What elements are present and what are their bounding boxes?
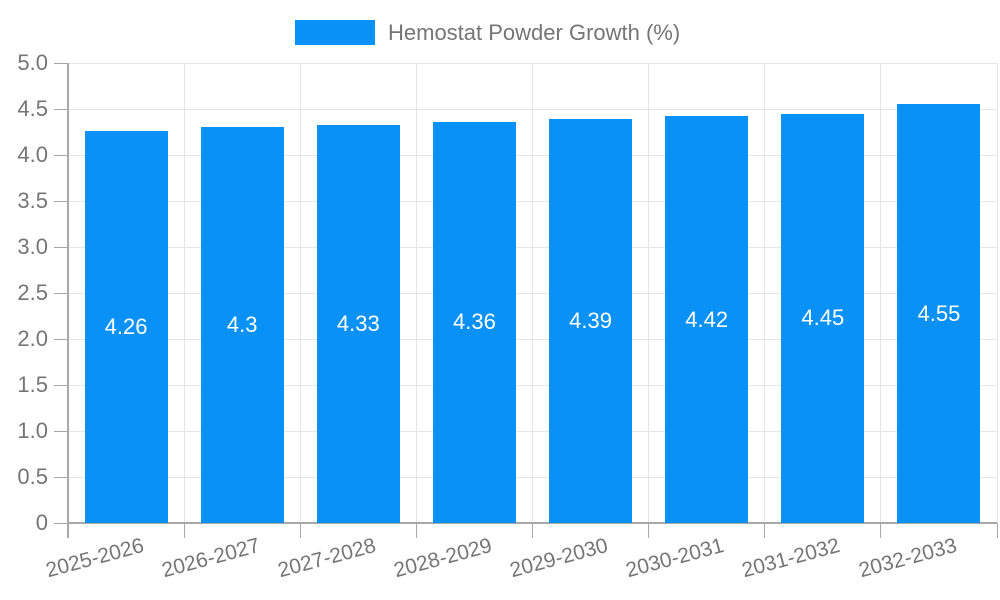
y-axis-tick — [54, 154, 68, 156]
x-gridline — [764, 63, 766, 523]
x-tick-label: 2031-2032 — [739, 534, 843, 583]
bar[interactable] — [665, 116, 749, 523]
bar-value-label: 4.26 — [104, 314, 148, 340]
x-tick-label: 2030-2031 — [623, 534, 727, 583]
x-gridline — [648, 63, 650, 523]
x-axis-tick — [880, 523, 882, 538]
x-tick-label: 2028-2029 — [391, 534, 495, 583]
y-tick-label: 0.5 — [17, 464, 48, 489]
bar-value-label: 4.39 — [569, 308, 612, 334]
x-axis-tick — [996, 523, 998, 538]
legend-swatch-icon — [295, 20, 375, 45]
bar-value-label: 4.45 — [801, 305, 845, 331]
y-axis-tick — [54, 62, 68, 64]
bar-value-label: 4.55 — [917, 300, 961, 326]
x-tick-label: 2027-2028 — [275, 534, 379, 583]
bar-value-label: 4.36 — [453, 309, 496, 335]
y-axis-tick — [54, 430, 68, 432]
y-axis-tick — [54, 476, 68, 478]
x-tick-label: 2029-2030 — [507, 534, 611, 583]
y-tick-label: 1.5 — [17, 372, 48, 397]
x-tick-label: 2032-2033 — [855, 534, 959, 583]
bar[interactable] — [84, 131, 168, 523]
y-tick-label: 1.0 — [17, 418, 48, 443]
bar[interactable] — [200, 127, 284, 523]
y-tick-label: 3.0 — [17, 234, 48, 259]
y-axis-tick — [54, 246, 68, 248]
x-tick-label: 2025-2026 — [43, 534, 147, 583]
x-gridline — [996, 63, 998, 523]
bar-value-label: 4.42 — [685, 306, 729, 332]
x-gridline — [880, 63, 882, 523]
bar[interactable] — [781, 113, 865, 523]
x-gridline — [532, 63, 533, 523]
x-gridline — [299, 63, 301, 523]
x-gridline — [183, 63, 185, 523]
y-tick-label: 3.5 — [17, 188, 48, 213]
x-axis-tick — [648, 523, 650, 538]
y-axis-tick — [54, 292, 68, 294]
y-axis-tick — [54, 200, 68, 202]
bar-value-label: 4.3 — [226, 312, 258, 338]
bar[interactable] — [432, 121, 516, 523]
y-axis-tick — [54, 108, 68, 110]
y-axis-tick — [54, 384, 68, 386]
y-tick-label: 0 — [35, 510, 48, 535]
x-tick-label: 2026-2027 — [159, 534, 263, 583]
x-axis-tick — [764, 523, 766, 538]
y-axis-tick — [54, 522, 68, 524]
bar[interactable] — [316, 124, 400, 523]
bar[interactable] — [897, 104, 981, 523]
y-tick-label: 5.0 — [17, 50, 48, 75]
x-axis-tick — [299, 523, 301, 538]
y-tick-label: 2.0 — [17, 326, 48, 351]
y-tick-label: 4.0 — [17, 142, 48, 167]
y-tick-label: 4.5 — [17, 96, 48, 121]
bar-value-label: 4.33 — [336, 310, 380, 336]
y-tick-label: 2.5 — [17, 280, 48, 305]
x-axis-line — [68, 522, 997, 524]
legend[interactable]: Hemostat Powder Growth (%) — [295, 20, 680, 45]
legend-label: Hemostat Powder Growth (%) — [388, 20, 681, 45]
x-axis-tick — [532, 523, 533, 538]
y-axis-tick — [54, 338, 68, 340]
y-axis-line — [67, 63, 69, 538]
bar[interactable] — [549, 119, 633, 523]
x-axis-tick — [415, 523, 417, 538]
x-gridline — [415, 63, 417, 523]
x-axis-tick — [183, 523, 185, 538]
